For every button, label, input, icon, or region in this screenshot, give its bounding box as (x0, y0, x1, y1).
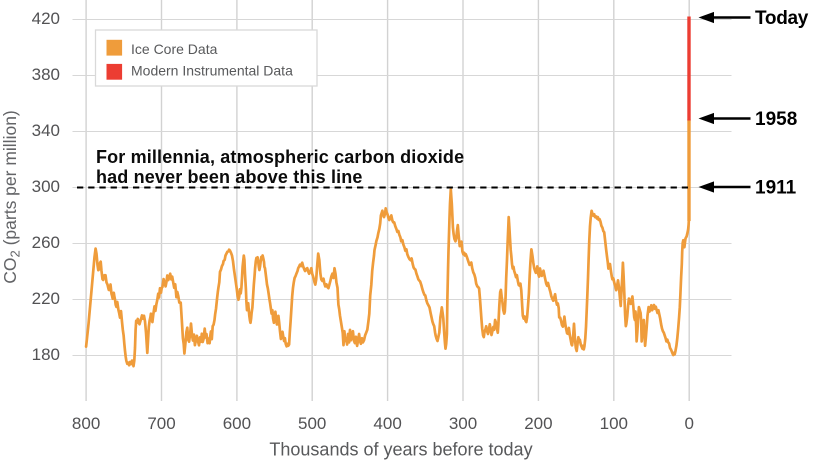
svg-text:300: 300 (449, 414, 477, 433)
svg-text:340: 340 (32, 121, 60, 140)
svg-text:220: 220 (32, 289, 60, 308)
svg-text:0: 0 (684, 414, 693, 433)
svg-text:Ice Core Data: Ice Core Data (131, 41, 218, 57)
svg-text:For millennia, atmospheric car: For millennia, atmospheric carbon dioxid… (96, 147, 464, 167)
svg-text:1911: 1911 (755, 178, 797, 199)
svg-text:180: 180 (32, 345, 60, 364)
svg-text:Thousands of years before toda: Thousands of years before today (269, 440, 532, 460)
svg-text:400: 400 (373, 414, 401, 433)
svg-text:Today: Today (755, 8, 809, 29)
svg-text:800: 800 (72, 414, 100, 433)
svg-text:200: 200 (524, 414, 552, 433)
svg-text:300: 300 (32, 177, 60, 196)
svg-text:420: 420 (32, 9, 60, 28)
svg-text:700: 700 (147, 414, 175, 433)
svg-text:100: 100 (600, 414, 628, 433)
svg-text:500: 500 (298, 414, 326, 433)
svg-text:had never been above this line: had never been above this line (96, 167, 363, 187)
svg-text:CO2 (parts per million): CO2 (parts per million) (0, 110, 23, 284)
svg-text:380: 380 (32, 65, 60, 84)
svg-text:Modern Instrumental Data: Modern Instrumental Data (131, 63, 293, 79)
svg-text:1958: 1958 (755, 109, 797, 130)
svg-text:600: 600 (223, 414, 251, 433)
svg-text:260: 260 (32, 233, 60, 252)
